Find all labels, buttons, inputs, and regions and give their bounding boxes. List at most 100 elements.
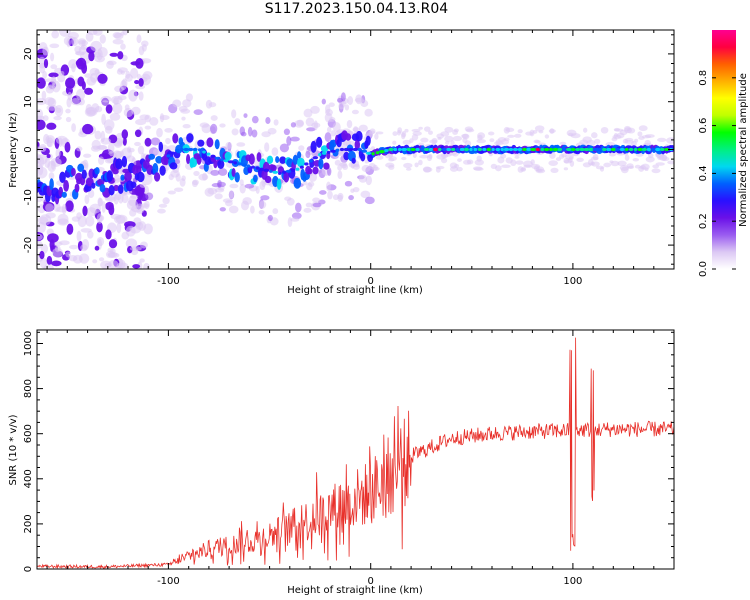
heatmap-cell-873 bbox=[418, 159, 423, 166]
heatmap-cell-415 bbox=[128, 89, 138, 102]
heatmap-cell-888 bbox=[461, 133, 469, 139]
heatmap-cell-1088 bbox=[231, 168, 236, 177]
heatmap-cell-276 bbox=[142, 71, 153, 80]
heatmap-cell-706 bbox=[474, 159, 485, 166]
heatmap-cell-251 bbox=[84, 194, 90, 205]
heatmap-cell-945 bbox=[505, 157, 513, 164]
heatmap-cell-665 bbox=[326, 167, 332, 176]
heatmap-cell-1390 bbox=[433, 147, 438, 152]
heatmap-cell-893 bbox=[419, 154, 429, 159]
heatmap-cell-1047 bbox=[155, 156, 163, 164]
heatmap-cell-635 bbox=[244, 183, 255, 189]
heatmap-cell-771 bbox=[364, 159, 369, 164]
heatmap-cell-391 bbox=[97, 73, 108, 84]
heatmap-cell-1132 bbox=[310, 140, 317, 153]
heatmap-cell-408 bbox=[134, 129, 142, 138]
heatmap-cell-959 bbox=[449, 166, 459, 172]
heatmap-cell-368 bbox=[52, 247, 63, 258]
heatmap-cell-1344 bbox=[227, 160, 234, 164]
heatmap-cell-605 bbox=[193, 109, 203, 115]
heatmap-cell-804 bbox=[431, 137, 438, 144]
heatmap-cell-1401 bbox=[482, 147, 487, 152]
heatmap-cell-679 bbox=[364, 108, 373, 117]
heatmap-cell-617 bbox=[228, 205, 239, 214]
heatmap-cell-710 bbox=[452, 135, 463, 142]
heatmap-cell-1410 bbox=[522, 147, 527, 152]
heatmap-cell-881 bbox=[514, 155, 520, 159]
heatmap-cell-426 bbox=[283, 128, 291, 136]
heatmap-cell-479 bbox=[165, 137, 171, 145]
heatmap-cell-660 bbox=[352, 186, 360, 193]
heatmap-cell-1368 bbox=[335, 148, 340, 152]
heatmap-cell-587 bbox=[312, 202, 322, 208]
heatmap-cell-401 bbox=[76, 57, 87, 70]
heatmap-cell-1441 bbox=[660, 147, 665, 152]
heatmap-cell-345 bbox=[97, 156, 105, 165]
heatmap-cell-622 bbox=[264, 142, 270, 152]
heatmap-cell-521 bbox=[145, 192, 154, 201]
heatmap-cell-394 bbox=[97, 197, 103, 207]
heatmap-cell-1151 bbox=[345, 133, 352, 141]
heatmap-cell-750 bbox=[450, 139, 455, 147]
heatmap-cell-332 bbox=[45, 203, 54, 212]
heatmap-cell-1033 bbox=[130, 181, 137, 189]
heatmap-cell-396 bbox=[39, 143, 47, 153]
heatmap-cell-23 bbox=[144, 125, 152, 130]
heatmap-cell-724 bbox=[583, 127, 588, 133]
heatmap-cell-816 bbox=[353, 126, 359, 133]
heatmap-cell-405 bbox=[120, 31, 125, 36]
heatmap-cell-697 bbox=[638, 125, 648, 132]
heatmap-cell-313 bbox=[38, 56, 46, 69]
heatmap-cell-1335 bbox=[187, 147, 194, 152]
heatmap-cell-1122 bbox=[292, 154, 299, 166]
heatmap-cell-1423 bbox=[579, 147, 586, 152]
heatmap-cell-1398 bbox=[469, 147, 473, 152]
heatmap-cell-95 bbox=[122, 137, 127, 146]
spectrogram-y-tick-label: 20 bbox=[23, 48, 34, 61]
heatmap-cell-563 bbox=[312, 197, 321, 203]
heatmap-cell-842 bbox=[515, 160, 524, 165]
heatmap-cell-309 bbox=[138, 77, 144, 87]
heatmap-cell-696 bbox=[507, 134, 515, 138]
heatmap-cell-1037 bbox=[136, 171, 145, 183]
heatmap-cell-779 bbox=[534, 125, 545, 132]
heatmap-cell-327 bbox=[66, 37, 71, 48]
heatmap-cell-379 bbox=[94, 130, 102, 140]
heatmap-cell-476 bbox=[344, 180, 353, 187]
heatmap-cell-259 bbox=[143, 223, 153, 235]
heatmap-cell-241 bbox=[83, 162, 88, 169]
heatmap-cell-1154 bbox=[351, 157, 356, 164]
heatmap-cell-344 bbox=[135, 57, 144, 69]
heatmap-cell-1110 bbox=[270, 164, 277, 172]
snr-y-tick-label: 600 bbox=[23, 424, 34, 443]
heatmap-cell-934 bbox=[657, 137, 667, 143]
heatmap-cell-412 bbox=[96, 213, 103, 224]
heatmap-cell-377 bbox=[86, 76, 97, 86]
heatmap-cell-640 bbox=[255, 185, 260, 194]
heatmap-cell-589 bbox=[290, 217, 300, 222]
heatmap-cell-528 bbox=[289, 136, 300, 142]
heatmap-cell-914 bbox=[582, 136, 592, 144]
heatmap-cell-620 bbox=[219, 123, 226, 128]
heatmap-cell-965 bbox=[538, 130, 544, 134]
heatmap-cell-1013 bbox=[94, 167, 100, 175]
heatmap-cell-1415 bbox=[543, 147, 550, 152]
heatmap-cell-885 bbox=[495, 165, 502, 172]
heatmap-cell-1125 bbox=[297, 157, 305, 168]
heatmap-cell-124 bbox=[125, 238, 138, 249]
heatmap-cell-288 bbox=[59, 70, 65, 77]
heatmap-cell-1356 bbox=[282, 170, 287, 174]
heatmap-cell-1416 bbox=[549, 147, 553, 152]
heatmap-cell-1404 bbox=[495, 147, 501, 152]
heatmap-cell-809 bbox=[412, 152, 417, 159]
heatmap-cell-887 bbox=[465, 128, 475, 133]
heatmap-cell-298 bbox=[75, 51, 85, 56]
heatmap-cell-835 bbox=[558, 154, 565, 159]
heatmap-cell-1360 bbox=[299, 165, 304, 169]
heatmap-cell-198 bbox=[108, 204, 115, 216]
heatmap-cell-1417 bbox=[552, 147, 559, 152]
heatmap-cell-165 bbox=[37, 77, 46, 89]
heatmap-cell-1332 bbox=[174, 148, 180, 152]
heatmap-cell-1139 bbox=[323, 162, 330, 170]
